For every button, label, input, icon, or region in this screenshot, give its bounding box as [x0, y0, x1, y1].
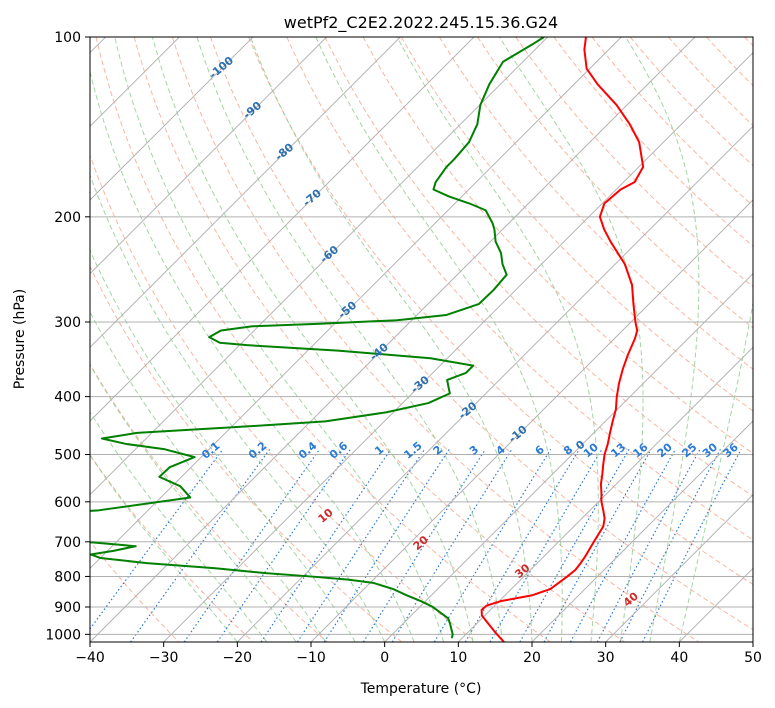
- x-tick-label-7: 30: [597, 650, 615, 666]
- dry-adiabat-14: [439, 37, 753, 370]
- isobar-gridlines: [90, 37, 753, 635]
- mixing-ratio-line-7: [362, 448, 486, 642]
- y-axis-label: Pressure (hPa): [12, 289, 28, 389]
- dry-adiabat-10: [286, 37, 753, 541]
- isotherm-11: [163, 51, 753, 642]
- dry-adiabat-19: [629, 37, 753, 167]
- x-axis-label: Temperature (°C): [360, 681, 482, 697]
- isotherm-7: [90, 37, 475, 422]
- sounding-series: [90, 37, 645, 642]
- moist-adiabat-15: [678, 300, 753, 642]
- mixing-ratio-lines: [90, 448, 742, 642]
- y-tick-label-0: 100: [54, 30, 81, 46]
- isotherm-13: [310, 199, 753, 642]
- dry-adiabat-4: [90, 154, 477, 642]
- isotherm-12: [236, 125, 753, 642]
- dry-adiabat-3: [90, 265, 403, 642]
- isotherm-16: [531, 420, 753, 642]
- moist-adiabat-9: [196, 37, 504, 642]
- isotherm-17: [605, 493, 753, 642]
- isotherms: [90, 37, 753, 642]
- dry-adiabat-8: [210, 37, 753, 631]
- isotherm-4: [90, 37, 254, 201]
- mixing-ratio-line-15: [596, 448, 701, 642]
- y-tick-label-5: 600: [54, 495, 81, 511]
- moist-adiabat-8: [151, 37, 474, 642]
- y-tick-label-1: 200: [54, 210, 81, 226]
- series-line-1: [90, 37, 545, 639]
- x-tick-label-8: 40: [670, 650, 688, 666]
- mixing-ratio-line-3: [216, 448, 351, 642]
- y-tick-label-3: 400: [54, 390, 81, 406]
- dry-adiabat-7: [171, 37, 700, 642]
- dry-adiabat-2: [90, 363, 328, 642]
- mixing-ratio-line-6: [323, 448, 450, 642]
- isotherm-15: [457, 346, 753, 642]
- mixing-ratio-line-1: [130, 448, 271, 642]
- plot-area: -100-90-80-70-60-50-40-30-20-10 00.1 0.2 0.…: [90, 37, 753, 642]
- isotherm-5: [90, 37, 328, 275]
- isotherm-9: [90, 37, 622, 570]
- x-axis-ticks: −40 −30 −20 −10 0 10 20 30 40 50: [75, 642, 762, 666]
- mixing-ratio-line-14: [569, 448, 676, 642]
- x-tick-label-5: 10: [449, 650, 467, 666]
- moist-adiabat-12: [396, 37, 599, 642]
- moist-adiabat-11: [315, 37, 563, 642]
- moist-adiabat-5: [90, 173, 386, 642]
- isotherm-6: [90, 37, 401, 349]
- y-tick-label-2: 300: [54, 315, 81, 331]
- moist-adiabat-14: [625, 37, 700, 642]
- y-tick-label-4: 500: [54, 448, 81, 464]
- dry-adiabat-6: [133, 37, 625, 642]
- mixing-ratio-line-17: [642, 448, 742, 642]
- series-line-0: [480, 37, 645, 642]
- x-tick-label-9: 50: [744, 650, 762, 666]
- isotherm-14: [384, 272, 753, 642]
- dry-adiabat-17: [553, 37, 753, 247]
- moist-adiabat-4: [90, 249, 356, 642]
- mixing-ratio-line-8: [391, 448, 513, 642]
- dry-adiabat-16: [515, 37, 753, 288]
- moist-adiabat-6: [90, 69, 415, 642]
- x-tick-label-1: −30: [149, 650, 179, 666]
- y-axis-ticks: 100 200 300 400 500 600 700 800 900 1000: [45, 30, 90, 643]
- dry-adiabats: [90, 37, 753, 642]
- x-tick-label-4: 0: [380, 650, 389, 666]
- dry-adiabat-5: [95, 37, 551, 642]
- y-tick-label-7: 800: [54, 569, 81, 585]
- moist-adiabat-3: [90, 310, 327, 642]
- isotherm-10: [90, 37, 696, 642]
- mixing-ratio-line-5: [296, 448, 426, 642]
- plot-frame: [89, 36, 754, 643]
- y-tick-label-8: 900: [54, 600, 81, 616]
- x-tick-label-0: −40: [75, 650, 105, 666]
- chart-title: wetPf2_C2E2.2022.245.15.36.G24: [284, 13, 558, 33]
- x-tick-label-2: −20: [223, 650, 253, 666]
- mixing-ratio-line-0: [90, 448, 224, 630]
- y-tick-label-9: 1000: [45, 627, 81, 643]
- x-tick-label-6: 20: [523, 650, 541, 666]
- dry-adiabat-13: [400, 37, 753, 412]
- mixing-ratio-line-2: [183, 448, 321, 642]
- dry-adiabat-11: [324, 37, 753, 498]
- moist-adiabat-7: [114, 37, 445, 642]
- mixing-ratio-line-16: [619, 448, 721, 642]
- moist-adiabat-0: [90, 454, 238, 642]
- x-tick-label-3: −10: [296, 650, 326, 666]
- mixing-ratio-line-10: [464, 448, 580, 642]
- mixing-ratio-line-4: [260, 448, 392, 642]
- dry-adiabat-9: [248, 37, 753, 586]
- moist-adiabat-1: [90, 411, 268, 642]
- y-tick-label-6: 700: [54, 535, 81, 551]
- moist-adiabat-10: [249, 37, 533, 642]
- isotherm-8: [90, 37, 549, 496]
